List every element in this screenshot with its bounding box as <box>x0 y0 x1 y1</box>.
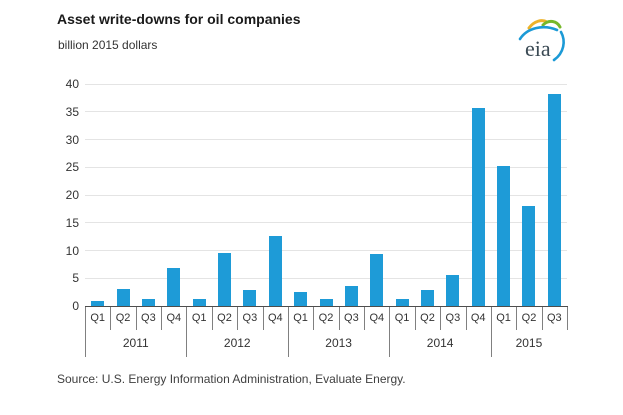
axis-separator-19 <box>567 307 568 330</box>
year-label-2015: 2015 <box>515 336 543 350</box>
bar-2014-Q3 <box>446 275 460 306</box>
gridline-y30 <box>85 139 567 140</box>
y-tick-label-40: 40 <box>65 77 79 91</box>
y-tick-label-20: 20 <box>65 188 79 202</box>
bar-2014-Q1 <box>395 299 409 306</box>
quarter-label-2012-Q3: Q3 <box>242 312 258 324</box>
axis-separator-1 <box>110 307 111 330</box>
quarter-label-2012-Q4: Q4 <box>267 312 283 324</box>
eia-logo-blue-arc-top <box>518 26 559 41</box>
quarter-label-2012-Q1: Q1 <box>191 312 207 324</box>
bar-2015-Q2 <box>522 206 536 306</box>
quarter-label-2011-Q1: Q1 <box>90 312 106 324</box>
gridline-y40 <box>85 83 567 85</box>
axis-separator-18 <box>542 307 543 330</box>
y-tick-label-10: 10 <box>65 243 79 258</box>
quarter-label-2014-Q1: Q1 <box>394 312 410 324</box>
bar-2012-Q3 <box>243 290 257 306</box>
axis-separator-14 <box>440 307 441 330</box>
axis-separator-5 <box>212 307 213 330</box>
quarter-label-2015-Q1: Q1 <box>496 312 511 324</box>
bar-2012-Q4 <box>268 236 282 306</box>
page-title: Asset write-downs for oil companies <box>57 11 301 27</box>
y-tick-label-15: 15 <box>65 215 79 230</box>
y-tick-label-35: 35 <box>65 104 79 119</box>
bar-2014-Q4 <box>471 108 485 306</box>
gridline-y5 <box>85 277 567 279</box>
bar-2013-Q1 <box>294 292 308 306</box>
bar-2015-Q1 <box>497 166 511 306</box>
axis-separator-15 <box>466 307 467 330</box>
axis-separator-12 <box>389 307 390 357</box>
axis-separator-17 <box>516 307 517 330</box>
bar-2011-Q3 <box>141 299 155 306</box>
axis-separator-3 <box>161 307 162 330</box>
y-tick-label-25: 25 <box>65 160 79 175</box>
quarter-label-2014-Q2: Q2 <box>420 312 435 324</box>
axis-separator-8 <box>288 307 289 357</box>
quarter-label-2011-Q3: Q3 <box>141 312 156 324</box>
gridline-y25 <box>85 166 567 168</box>
quarter-label-2013-Q2: Q2 <box>318 312 334 324</box>
eia-logo-blue-arc-right <box>552 30 565 62</box>
bar-2013-Q3 <box>344 286 358 306</box>
axis-separator-0 <box>85 307 86 357</box>
y-tick-label-30: 30 <box>65 132 79 147</box>
bar-2011-Q1 <box>91 301 105 306</box>
year-label-2012: 2012 <box>223 336 251 350</box>
axis-separator-10 <box>339 307 340 330</box>
axis-separator-6 <box>237 307 238 330</box>
plot-area: 0 5 10 15 20 25 30 35 40 Q1 Q2 Q3 Q4 Q1 Q2 Q3 Q4 Q1 Q2 Q3 Q4… <box>66 78 568 357</box>
gridline-y35 <box>85 111 567 113</box>
y-tick-label-0: 0 <box>72 299 79 313</box>
source-note: Source: U.S. Energy Information Administ… <box>57 372 406 386</box>
gridline-y15 <box>85 222 567 224</box>
gridline-y20 <box>85 194 567 196</box>
eia-logo-green-swoosh <box>541 19 562 29</box>
axis-separator-16 <box>491 307 492 357</box>
eia-logo-text: eia <box>525 36 551 61</box>
bar-2013-Q2 <box>319 299 333 306</box>
chart-units-label: billion 2015 dollars <box>58 38 158 52</box>
axis-separator-11 <box>364 307 365 330</box>
quarter-label-2015-Q2: Q2 <box>521 312 537 324</box>
axis-separator-4 <box>186 307 187 357</box>
axis-separator-13 <box>415 307 416 330</box>
quarter-label-2011-Q4: Q4 <box>166 312 182 324</box>
axis-separator-9 <box>313 307 314 330</box>
bar-2012-Q2 <box>218 253 231 306</box>
year-label-2011: 2011 <box>122 336 149 350</box>
quarter-label-2013-Q3: Q3 <box>344 312 359 324</box>
year-label-2013: 2013 <box>325 336 352 350</box>
bar-2013-Q4 <box>370 254 384 306</box>
quarter-label-2014-Q4: Q4 <box>470 312 486 324</box>
year-label-2014: 2014 <box>426 336 454 350</box>
quarter-label-2011-Q2: Q2 <box>115 312 131 324</box>
quarter-label-2014-Q3: Q3 <box>445 312 461 324</box>
quarter-label-2013-Q4: Q4 <box>369 312 385 324</box>
axis-separator-7 <box>263 307 264 330</box>
bar-2012-Q1 <box>192 299 206 306</box>
quarter-label-2012-Q2: Q2 <box>217 312 232 324</box>
bar-2011-Q2 <box>116 289 130 306</box>
bar-2014-Q2 <box>421 290 434 306</box>
y-tick-label-5: 5 <box>72 271 79 286</box>
eia-logo-icon: eia <box>518 19 565 62</box>
gridline-y10 <box>85 250 567 251</box>
quarter-label-2015-Q3: Q3 <box>546 312 562 324</box>
bar-2015-Q3 <box>547 94 561 306</box>
quarter-label-2013-Q1: Q1 <box>293 312 308 324</box>
bar-2011-Q4 <box>167 268 181 306</box>
x-axis-line <box>85 306 568 307</box>
axis-separator-2 <box>136 307 137 330</box>
